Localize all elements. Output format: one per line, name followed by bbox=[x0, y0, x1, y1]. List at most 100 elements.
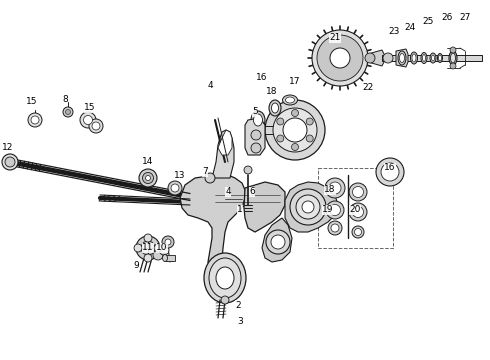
Text: 20: 20 bbox=[349, 206, 361, 215]
Text: 13: 13 bbox=[174, 171, 186, 180]
Ellipse shape bbox=[422, 54, 425, 62]
Polygon shape bbox=[218, 130, 232, 155]
Text: 7: 7 bbox=[202, 167, 208, 176]
Text: 21: 21 bbox=[329, 33, 341, 42]
Polygon shape bbox=[368, 50, 386, 66]
Ellipse shape bbox=[399, 54, 405, 63]
Circle shape bbox=[328, 221, 342, 235]
Circle shape bbox=[312, 30, 368, 86]
Circle shape bbox=[244, 166, 252, 174]
Ellipse shape bbox=[251, 111, 265, 129]
Circle shape bbox=[265, 100, 325, 160]
Circle shape bbox=[144, 234, 152, 242]
Text: 4: 4 bbox=[207, 81, 213, 90]
Circle shape bbox=[141, 241, 155, 255]
Text: 14: 14 bbox=[142, 158, 154, 166]
Circle shape bbox=[329, 204, 341, 216]
Polygon shape bbox=[244, 182, 285, 232]
Circle shape bbox=[381, 163, 399, 181]
Text: 9: 9 bbox=[133, 261, 139, 270]
Circle shape bbox=[352, 207, 364, 217]
Circle shape bbox=[165, 239, 171, 245]
Ellipse shape bbox=[286, 97, 294, 103]
Circle shape bbox=[92, 122, 100, 130]
Text: 15: 15 bbox=[84, 104, 96, 112]
Circle shape bbox=[266, 230, 290, 254]
Circle shape bbox=[450, 47, 456, 53]
Circle shape bbox=[63, 107, 73, 117]
Polygon shape bbox=[262, 218, 292, 262]
Polygon shape bbox=[245, 118, 265, 155]
Ellipse shape bbox=[438, 54, 442, 63]
Ellipse shape bbox=[253, 114, 263, 126]
Circle shape bbox=[153, 250, 163, 260]
Circle shape bbox=[159, 245, 169, 255]
Circle shape bbox=[317, 35, 363, 81]
Circle shape bbox=[143, 172, 153, 184]
Text: 16: 16 bbox=[384, 163, 396, 172]
Circle shape bbox=[168, 181, 182, 195]
Circle shape bbox=[5, 157, 15, 167]
Circle shape bbox=[271, 235, 285, 249]
Circle shape bbox=[383, 53, 393, 63]
Circle shape bbox=[273, 108, 317, 152]
Text: 10: 10 bbox=[156, 243, 168, 252]
Ellipse shape bbox=[398, 51, 406, 65]
Circle shape bbox=[292, 144, 298, 150]
Circle shape bbox=[251, 130, 261, 140]
Ellipse shape bbox=[430, 53, 436, 63]
Circle shape bbox=[283, 118, 307, 142]
Ellipse shape bbox=[163, 255, 168, 261]
Ellipse shape bbox=[269, 100, 281, 116]
Ellipse shape bbox=[283, 95, 297, 105]
Polygon shape bbox=[212, 130, 234, 178]
Text: 11: 11 bbox=[142, 243, 154, 252]
Circle shape bbox=[28, 113, 42, 127]
Circle shape bbox=[146, 175, 150, 180]
Text: 4: 4 bbox=[225, 188, 231, 197]
Circle shape bbox=[205, 173, 215, 183]
Text: 19: 19 bbox=[322, 206, 334, 215]
Ellipse shape bbox=[421, 53, 427, 63]
Circle shape bbox=[2, 154, 18, 170]
Circle shape bbox=[352, 226, 364, 238]
Text: 18: 18 bbox=[324, 185, 336, 194]
Ellipse shape bbox=[411, 52, 417, 64]
Circle shape bbox=[277, 135, 284, 142]
Bar bbox=[318, 168, 393, 248]
Text: 27: 27 bbox=[459, 13, 471, 22]
Text: 24: 24 bbox=[404, 23, 416, 32]
Text: 22: 22 bbox=[363, 84, 374, 93]
Circle shape bbox=[31, 116, 39, 124]
Circle shape bbox=[365, 53, 375, 63]
Text: 8: 8 bbox=[62, 95, 68, 104]
Circle shape bbox=[154, 244, 162, 252]
Circle shape bbox=[376, 158, 404, 186]
Circle shape bbox=[306, 118, 313, 125]
Circle shape bbox=[302, 201, 314, 213]
Bar bbox=[215, 192, 280, 206]
Text: 25: 25 bbox=[422, 18, 434, 27]
Circle shape bbox=[66, 109, 71, 114]
Circle shape bbox=[331, 224, 339, 232]
Text: 6: 6 bbox=[249, 188, 255, 197]
Circle shape bbox=[329, 182, 341, 194]
Circle shape bbox=[349, 203, 367, 221]
Text: 18: 18 bbox=[266, 87, 278, 96]
Text: 15: 15 bbox=[26, 98, 38, 107]
Circle shape bbox=[221, 296, 229, 304]
Text: 26: 26 bbox=[441, 13, 453, 22]
Circle shape bbox=[296, 195, 320, 219]
Polygon shape bbox=[285, 182, 338, 232]
Ellipse shape bbox=[271, 103, 278, 113]
Ellipse shape bbox=[439, 55, 441, 61]
Circle shape bbox=[139, 169, 157, 187]
Bar bbox=[165, 255, 175, 261]
Text: 12: 12 bbox=[2, 144, 14, 153]
Text: 23: 23 bbox=[388, 27, 400, 36]
Text: 2: 2 bbox=[235, 301, 241, 310]
Circle shape bbox=[352, 186, 364, 198]
Circle shape bbox=[325, 178, 345, 198]
Bar bbox=[382, 55, 482, 61]
Circle shape bbox=[171, 184, 179, 192]
